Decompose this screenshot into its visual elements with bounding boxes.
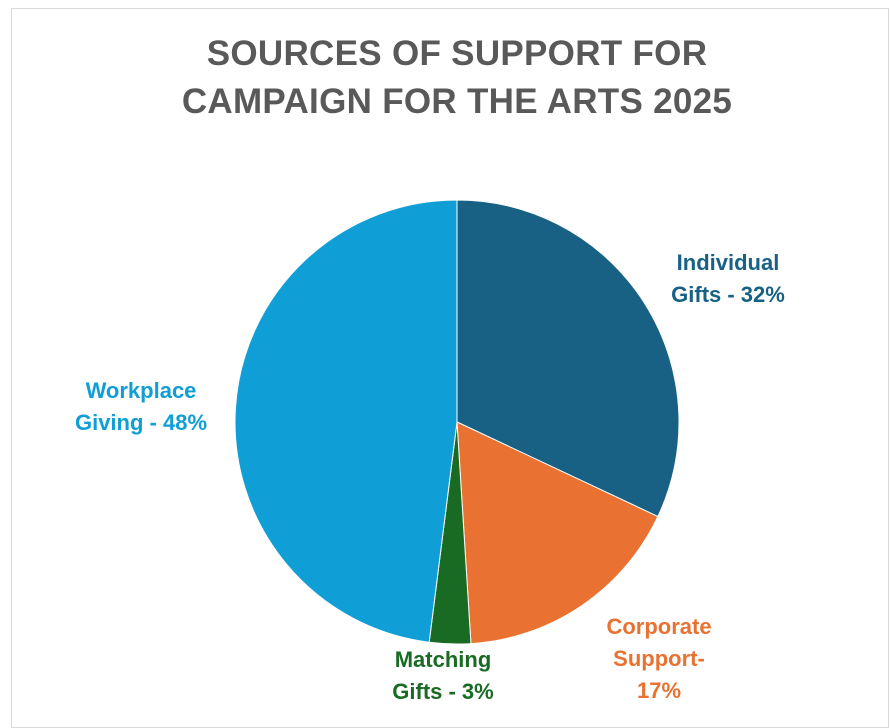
data-label-corporate-line-2: Support-: [613, 646, 705, 671]
pie-slice-workplace: [234, 199, 458, 643]
pie-slice-corporate: [456, 421, 659, 645]
data-label-matching-line-1: Matching: [395, 647, 492, 672]
pie-labels: Individual Gifts - 32% Corporate Support- 17…: [75, 250, 785, 704]
chart-title-line-2: CAMPAIGN FOR THE ARTS 2025: [181, 82, 733, 121]
chart-title-line-1: SOURCES OF SUPPORT FOR: [206, 34, 708, 73]
pie-slice-individual: [456, 199, 680, 518]
data-label-workplace-line-1: Workplace: [86, 378, 197, 403]
data-label-individual-line-1: Individual: [677, 250, 780, 275]
data-label-corporate: Corporate Support- 17%: [606, 614, 711, 703]
data-label-matching: Matching Gifts - 3%: [392, 647, 493, 704]
pie-slices: [234, 199, 680, 645]
data-label-individual-line-2: Gifts - 32%: [671, 282, 785, 307]
data-label-workplace-line-2: Giving - 48%: [75, 410, 207, 435]
data-label-individual: Individual Gifts - 32%: [671, 250, 785, 307]
data-label-matching-line-2: Gifts - 3%: [392, 679, 493, 704]
data-label-corporate-line-3: 17%: [637, 678, 681, 703]
pie-chart: Individual Gifts - 32% Corporate Support- 17…: [75, 199, 785, 704]
chart-title: SOURCES OF SUPPORT FOR CAMPAIGN FOR THE …: [0, 30, 890, 126]
data-label-workplace: Workplace Giving - 48%: [75, 378, 207, 435]
data-label-corporate-line-1: Corporate: [606, 614, 711, 639]
